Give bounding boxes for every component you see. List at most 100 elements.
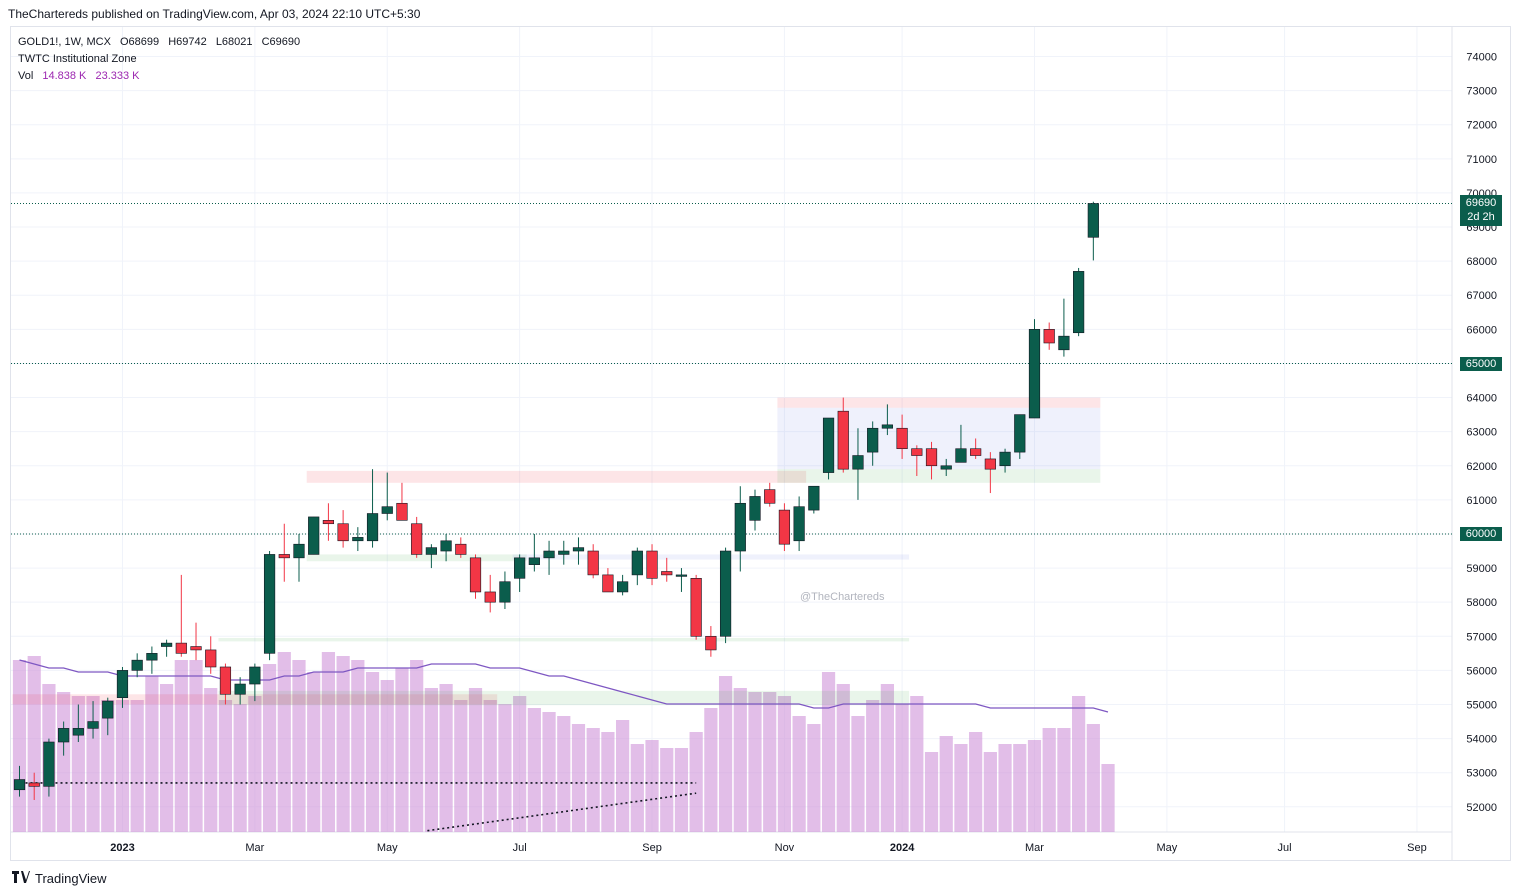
volume-bar xyxy=(601,732,615,832)
legend-vol-value: 14.838 K xyxy=(42,70,87,82)
volume-bar xyxy=(174,660,188,832)
volume-bar xyxy=(616,720,630,832)
legend-symbol[interactable]: GOLD1!, 1W, MCX xyxy=(18,36,111,48)
volume-bar xyxy=(321,652,336,832)
volume-bar xyxy=(939,736,953,832)
volume-bar xyxy=(145,676,159,832)
volume-ma-line xyxy=(19,659,1109,713)
time-tick-label: Jul xyxy=(513,842,527,854)
volume-bar xyxy=(777,696,792,832)
candle-up xyxy=(631,550,643,576)
volume-bar xyxy=(351,660,365,832)
published-header: TheChartereds published on TradingView.c… xyxy=(8,7,421,21)
price-tick-label: 71000 xyxy=(1466,154,1497,166)
volume-bar xyxy=(733,688,747,832)
volume-bar xyxy=(365,672,380,832)
candle-down xyxy=(469,557,482,593)
candle-down xyxy=(925,448,938,467)
volume-bar xyxy=(189,660,203,832)
volume-bar xyxy=(336,656,350,832)
candle-up xyxy=(1087,203,1099,238)
candle-up xyxy=(72,728,84,736)
candle-up xyxy=(366,513,379,542)
candle-up xyxy=(102,700,114,719)
candle-up xyxy=(381,506,393,514)
tradingview-logo-icon xyxy=(12,871,30,886)
price-tick-label: 61000 xyxy=(1466,495,1497,507)
zone-demand xyxy=(218,690,910,706)
candle-up xyxy=(734,502,746,552)
price-tag-65000: 65000 xyxy=(1460,357,1502,371)
author-watermark: @TheChartereds xyxy=(800,591,885,603)
volume-bar xyxy=(674,748,689,832)
candle-up xyxy=(1014,414,1026,453)
volume-bar xyxy=(483,700,497,832)
volume-bar xyxy=(1013,744,1027,832)
price-tick-label: 67000 xyxy=(1466,290,1497,302)
volume-bar xyxy=(410,660,424,832)
candle-up xyxy=(675,574,688,577)
last-price-tag: 69690 2d 2h xyxy=(1460,195,1502,226)
volume-bar xyxy=(1057,728,1071,832)
candle-down xyxy=(984,458,996,470)
price-tag-60000: 60000 xyxy=(1460,527,1502,541)
price-tick-label: 64000 xyxy=(1466,393,1497,405)
dotted-trendline xyxy=(427,792,697,832)
volume-bar xyxy=(557,716,571,832)
chart-legend: GOLD1!, 1W, MCX O68699 H69742 L68021 C69… xyxy=(18,34,300,85)
candle-up xyxy=(793,506,805,542)
last-price-value: 69690 xyxy=(1465,197,1497,209)
legend-vol-ma-value: 23.333 K xyxy=(95,70,140,82)
legend-vol-label: Vol xyxy=(18,70,34,82)
volume-bar xyxy=(160,684,174,832)
candle-up xyxy=(58,728,70,743)
volume-bar xyxy=(954,744,968,832)
legend-open: O68699 xyxy=(119,36,160,48)
volume-bar xyxy=(645,740,659,832)
candle-up xyxy=(572,547,585,552)
volume-bar xyxy=(262,664,277,832)
candle-down xyxy=(28,782,40,787)
candle-up xyxy=(146,653,158,661)
zone-neutral xyxy=(512,554,910,560)
candle-down xyxy=(1043,329,1055,344)
candle-down xyxy=(396,502,408,521)
candle-up xyxy=(293,543,305,559)
time-tick-label: Sep xyxy=(1407,842,1427,854)
candle-up xyxy=(1028,329,1041,419)
candle-up xyxy=(263,554,276,654)
chart-frame[interactable] xyxy=(10,26,1511,861)
candle-up xyxy=(1073,271,1085,334)
time-tick-label: Sep xyxy=(642,842,662,854)
volume-bar xyxy=(660,748,674,832)
legend-volume-row[interactable]: Vol 14.838 K 23.333 K xyxy=(18,68,300,85)
legend-indicator[interactable]: TWTC Institutional Zone xyxy=(18,53,137,65)
legend-close: C69690 xyxy=(261,36,301,48)
price-tick-label: 55000 xyxy=(1466,699,1497,711)
candle-down xyxy=(911,448,923,456)
volume-bar xyxy=(468,688,483,832)
volume-bar xyxy=(571,724,586,832)
candle-up xyxy=(234,683,246,695)
candle-up xyxy=(867,427,879,453)
candle-down xyxy=(764,489,776,504)
candle-down xyxy=(190,646,202,651)
candle-up xyxy=(808,485,820,511)
candle-up xyxy=(881,424,893,429)
candle-up xyxy=(308,516,320,555)
candle-up xyxy=(940,465,952,470)
legend-high: H69742 xyxy=(168,36,207,48)
volume-bar xyxy=(807,724,821,832)
candle-up xyxy=(87,721,99,729)
volume-bar xyxy=(969,732,983,832)
candle-up xyxy=(999,451,1011,467)
time-tick-label: Mar xyxy=(1025,842,1044,854)
legend-symbol-row[interactable]: GOLD1!, 1W, MCX O68699 H69742 L68021 C69… xyxy=(18,34,300,51)
tradingview-brand[interactable]: TradingView xyxy=(35,871,107,886)
volume-bar xyxy=(630,744,644,832)
candle-down xyxy=(896,427,908,450)
price-tick-label: 59000 xyxy=(1466,563,1497,575)
volume-bar xyxy=(998,744,1012,832)
volume-bar xyxy=(513,696,527,832)
